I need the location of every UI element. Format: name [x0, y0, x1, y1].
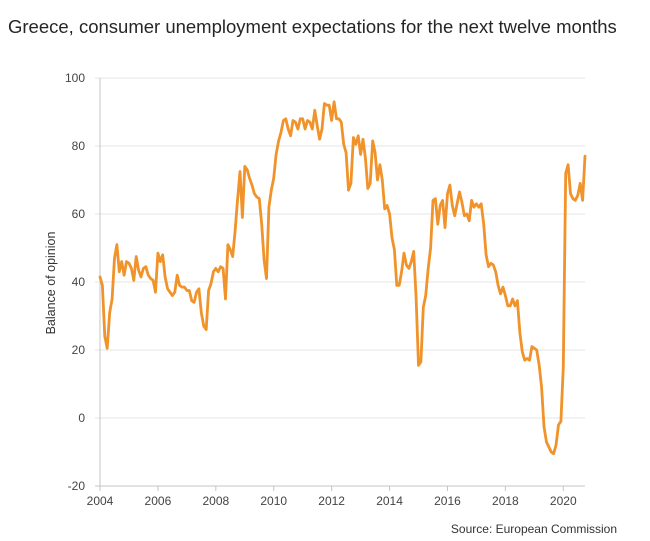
y-tick-label: 80 — [72, 139, 86, 153]
chart-title: Greece, consumer unemployment expectatio… — [8, 16, 617, 37]
x-tick-label: 2010 — [260, 494, 287, 508]
x-tick-label: 2016 — [434, 494, 461, 508]
y-tick-label: 60 — [72, 207, 86, 221]
source-note: Source: European Commission — [451, 522, 617, 536]
series-layer — [98, 100, 587, 456]
x-tick-label: 2020 — [550, 494, 577, 508]
x-tick-label: 2012 — [318, 494, 345, 508]
y-tick-label: 100 — [65, 71, 85, 85]
gridlines — [95, 77, 585, 491]
y-tick-label: 0 — [78, 411, 85, 425]
series-line — [98, 100, 587, 456]
x-tick-label: 2014 — [376, 494, 403, 508]
y-axis-label: Balance of opinion — [44, 232, 58, 335]
x-tick-label: 2008 — [202, 494, 229, 508]
x-tick-label: 2006 — [145, 494, 172, 508]
x-tick-label: 2004 — [87, 494, 114, 508]
y-tick-label: 40 — [72, 275, 86, 289]
y-tick-label: 20 — [72, 343, 86, 357]
y-tick-label: -20 — [68, 479, 86, 493]
x-tick-label: 2018 — [492, 494, 519, 508]
